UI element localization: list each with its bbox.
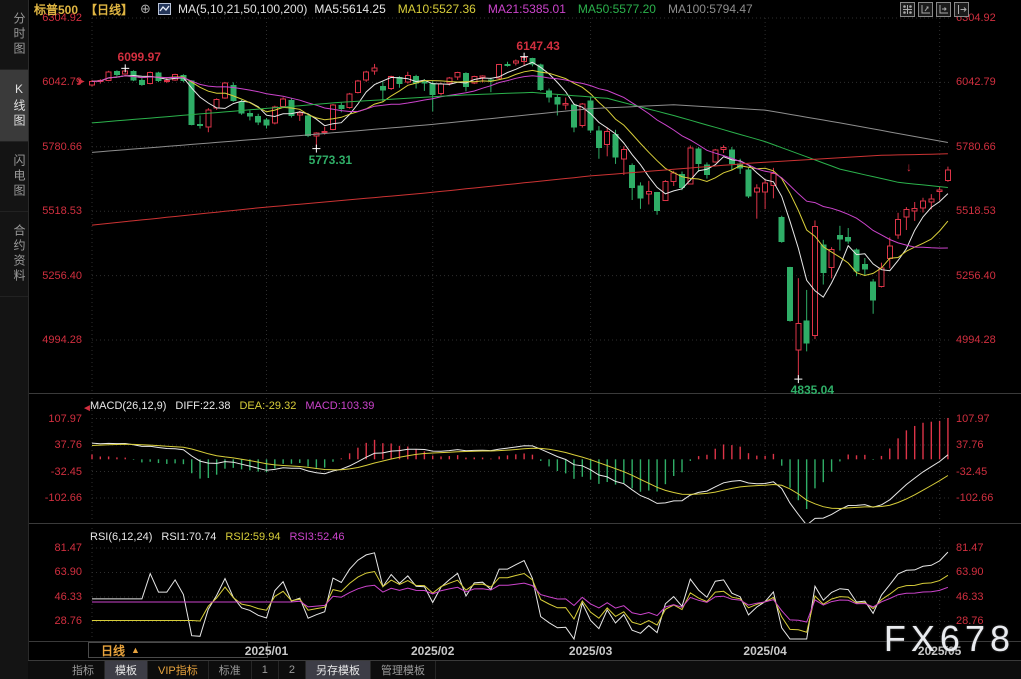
macd-axis-label: -102.66: [956, 492, 994, 505]
panel-divider: [28, 393, 1021, 394]
date-axis-label: 2025/03: [568, 644, 613, 658]
add-indicator-icon[interactable]: ⊕: [140, 1, 151, 16]
header-ma-value: MA21:5385.01: [487, 2, 566, 16]
macd-values: DIFF:22.38 DEA:-29.32 MACD:103.39: [175, 400, 374, 412]
macd-axis-label: -32.45: [50, 465, 82, 478]
toolbar-item-VIP指标[interactable]: VIP指标: [148, 661, 209, 679]
ma-values: MA5:5614.25 MA10:5527.36 MA21:5385.01 MA50:…: [314, 2, 752, 16]
price-axis-label: 4994.28: [956, 333, 996, 346]
pan-icon[interactable]: [900, 2, 915, 17]
rsi-panel-chart[interactable]: [0, 524, 1021, 641]
header-ma-value: MA50:5577.20: [577, 2, 656, 16]
macd-axis-label: -32.45: [956, 465, 988, 478]
period-arrow-icon: ▲: [131, 645, 140, 655]
indicator-value: DIFF:22.38: [175, 400, 231, 412]
bottom-toolbar: 指标 模板 VIP指标 标准 1 2 另存模板 管理模板: [28, 660, 1021, 679]
sidebar-tab-合约资料[interactable]: 合约资料: [0, 212, 28, 297]
rsi-axis-label: 63.90: [956, 566, 984, 579]
chart-tool-buttons: [900, 2, 969, 17]
header-ma-value: MA10:5527.36: [397, 2, 476, 16]
macd-axis-label: 107.97: [956, 412, 990, 425]
rsi-axis-label: 81.47: [54, 542, 82, 554]
indicator-value: MACD:103.39: [305, 400, 375, 412]
price-axis-label: 5256.40: [42, 269, 82, 282]
panel-divider: [28, 641, 1021, 642]
price-marker-arrow-icon: ➤: [76, 76, 86, 88]
rsi-axis-label: 63.90: [54, 566, 82, 579]
price-axis-label: 5780.66: [956, 140, 996, 153]
price-axis-label: 5518.53: [956, 205, 996, 218]
rsi-axis-label: 81.47: [956, 542, 984, 554]
rsi-header: RSI(6,12,24) RSI1:70.74 RSI2:59.94 RSI3:52…: [90, 531, 345, 543]
toolbar-item-2[interactable]: 2: [279, 661, 306, 679]
rsi-values: RSI1:70.74 RSI2:59.94 RSI3:52.46: [161, 531, 344, 543]
toolbar-item-模板[interactable]: 模板: [105, 661, 148, 679]
main-candlestick-chart[interactable]: [0, 0, 1021, 394]
indicator-value: RSI2:59.94: [225, 531, 281, 543]
last-candle-arrow-icon: ↓: [906, 160, 912, 174]
price-axis-label: 6304.92: [42, 12, 82, 24]
price-annotation: 6099.97: [117, 50, 161, 65]
macd-panel-chart[interactable]: [0, 394, 1021, 524]
chart-header: 标普500 【日线】 ⊕ MA(5,10,21,50,100,200) MA5:…: [34, 1, 753, 17]
rsi-axis-label: 46.33: [956, 590, 984, 603]
price-axis-label: 5256.40: [956, 269, 996, 282]
rsi-axis-label: 28.76: [956, 615, 984, 628]
price-axis-label: 6042.79: [42, 76, 82, 89]
sidebar-tab-闪电图[interactable]: 闪电图: [0, 142, 28, 212]
macd-axis-label: 107.97: [48, 412, 82, 425]
toolbar-item-1[interactable]: 1: [252, 661, 279, 679]
indicator-value: RSI1:70.74: [161, 531, 217, 543]
header-ma-value: MA5:5614.25: [314, 2, 386, 16]
rsi-axis-label: 46.33: [54, 590, 82, 603]
scale-right-icon[interactable]: [936, 2, 951, 17]
scale-up-icon[interactable]: [918, 2, 933, 17]
kline-style-icon[interactable]: [157, 3, 171, 15]
period-label: 日线: [101, 643, 126, 658]
date-axis-label: 2025/04: [743, 644, 787, 658]
macd-title: MACD(26,12,9): [90, 400, 167, 412]
toolbar-item-管理模板[interactable]: 管理模板: [371, 661, 436, 679]
macd-axis-label: 37.76: [956, 439, 984, 452]
symbol-title: 标普500: [34, 2, 79, 17]
macd-header: MACD(26,12,9) DIFF:22.38 DEA:-29.32 MACD:1…: [90, 400, 374, 412]
price-axis-label: 4994.28: [42, 333, 82, 346]
left-sidebar: 分时图 K线图 闪电图 合约资料: [0, 0, 29, 679]
rsi-title: RSI(6,12,24): [90, 531, 153, 543]
price-axis-label: 5518.53: [42, 205, 82, 218]
toolbar-item-另存模板[interactable]: 另存模板: [305, 661, 371, 679]
price-annotation: 4835.04: [790, 383, 835, 398]
indicator-value: DEA:-29.32: [239, 400, 297, 412]
sidebar-tab-分时图[interactable]: 分时图: [0, 0, 28, 70]
panel-divider: [28, 523, 1021, 524]
macd-axis-label: -102.66: [44, 492, 82, 505]
indicator-value: RSI3:52.46: [289, 531, 345, 543]
toolbar-item-标准[interactable]: 标准: [209, 661, 252, 679]
toolbar-item-指标[interactable]: 指标: [62, 661, 105, 679]
shift-right-icon[interactable]: [954, 2, 969, 17]
date-axis-label: 2025/01: [244, 644, 289, 658]
macd-marker-arrow-icon: ◄: [82, 403, 92, 414]
macd-axis-label: 37.76: [54, 439, 82, 452]
price-axis-label: 6042.79: [956, 76, 996, 89]
rsi-axis-label: 28.76: [54, 615, 82, 628]
period-tag: 【日线】: [85, 2, 134, 17]
price-annotation: 6147.43: [516, 38, 560, 53]
date-axis-label: 2025/02: [411, 644, 455, 658]
price-axis-label: 5780.66: [42, 140, 82, 153]
period-selector[interactable]: 日线 ▲: [88, 642, 268, 658]
ma-settings-label: MA(5,10,21,50,100,200): [177, 2, 308, 16]
price-annotation: 5773.31: [308, 152, 353, 167]
header-ma-value: MA100:5794.47: [667, 2, 753, 16]
sidebar-tab-K线图[interactable]: K线图: [0, 70, 28, 142]
fx678-watermark: FX678: [883, 618, 1015, 659]
date-axis-label: 2025/05: [917, 644, 962, 658]
